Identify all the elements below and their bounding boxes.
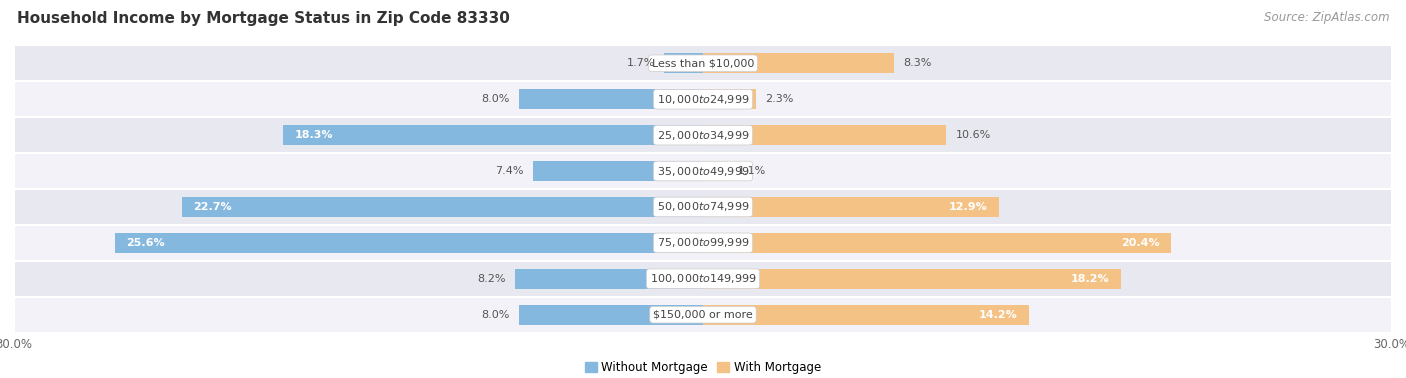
Bar (703, 233, 1171, 253)
Text: 1.7%: 1.7% (627, 58, 655, 68)
Bar (519, 89, 703, 109)
Text: 10.6%: 10.6% (956, 130, 991, 140)
Text: $100,000 to $149,999: $100,000 to $149,999 (650, 272, 756, 285)
Text: 20.4%: 20.4% (1122, 238, 1160, 248)
Text: $150,000 or more: $150,000 or more (654, 310, 752, 320)
Text: 8.0%: 8.0% (482, 310, 510, 320)
Bar (283, 125, 703, 145)
Bar (14, 261, 1392, 297)
Text: 2.3%: 2.3% (765, 94, 793, 104)
Text: Less than $10,000: Less than $10,000 (652, 58, 754, 68)
Text: 14.2%: 14.2% (979, 310, 1018, 320)
Bar (14, 189, 1392, 225)
Bar (14, 225, 1392, 261)
Text: 18.3%: 18.3% (294, 130, 333, 140)
Bar (14, 117, 1392, 153)
Bar (703, 305, 1029, 325)
Bar (181, 197, 703, 217)
Text: $50,000 to $74,999: $50,000 to $74,999 (657, 200, 749, 214)
Bar (14, 297, 1392, 333)
Text: 8.0%: 8.0% (482, 94, 510, 104)
Bar (703, 53, 894, 73)
Bar (703, 197, 1000, 217)
Bar (115, 233, 703, 253)
Text: $25,000 to $34,999: $25,000 to $34,999 (657, 129, 749, 142)
Bar (703, 125, 946, 145)
Text: 25.6%: 25.6% (127, 238, 166, 248)
Bar (703, 89, 756, 109)
Text: 7.4%: 7.4% (495, 166, 524, 176)
Text: $10,000 to $24,999: $10,000 to $24,999 (657, 93, 749, 106)
Legend: Without Mortgage, With Mortgage: Without Mortgage, With Mortgage (581, 356, 825, 378)
Text: Source: ZipAtlas.com: Source: ZipAtlas.com (1264, 11, 1389, 24)
Text: 8.3%: 8.3% (903, 58, 931, 68)
Text: 1.1%: 1.1% (738, 166, 766, 176)
Bar (664, 53, 703, 73)
Bar (703, 269, 1121, 289)
Text: 18.2%: 18.2% (1071, 274, 1109, 284)
Text: $35,000 to $49,999: $35,000 to $49,999 (657, 164, 749, 178)
Bar (14, 81, 1392, 117)
Text: 22.7%: 22.7% (193, 202, 232, 212)
Bar (703, 161, 728, 181)
Bar (519, 305, 703, 325)
Text: 8.2%: 8.2% (477, 274, 506, 284)
Text: Household Income by Mortgage Status in Zip Code 83330: Household Income by Mortgage Status in Z… (17, 11, 510, 26)
Bar (14, 45, 1392, 81)
Text: $75,000 to $99,999: $75,000 to $99,999 (657, 236, 749, 249)
Bar (515, 269, 703, 289)
Bar (14, 153, 1392, 189)
Bar (533, 161, 703, 181)
Text: 12.9%: 12.9% (949, 202, 988, 212)
